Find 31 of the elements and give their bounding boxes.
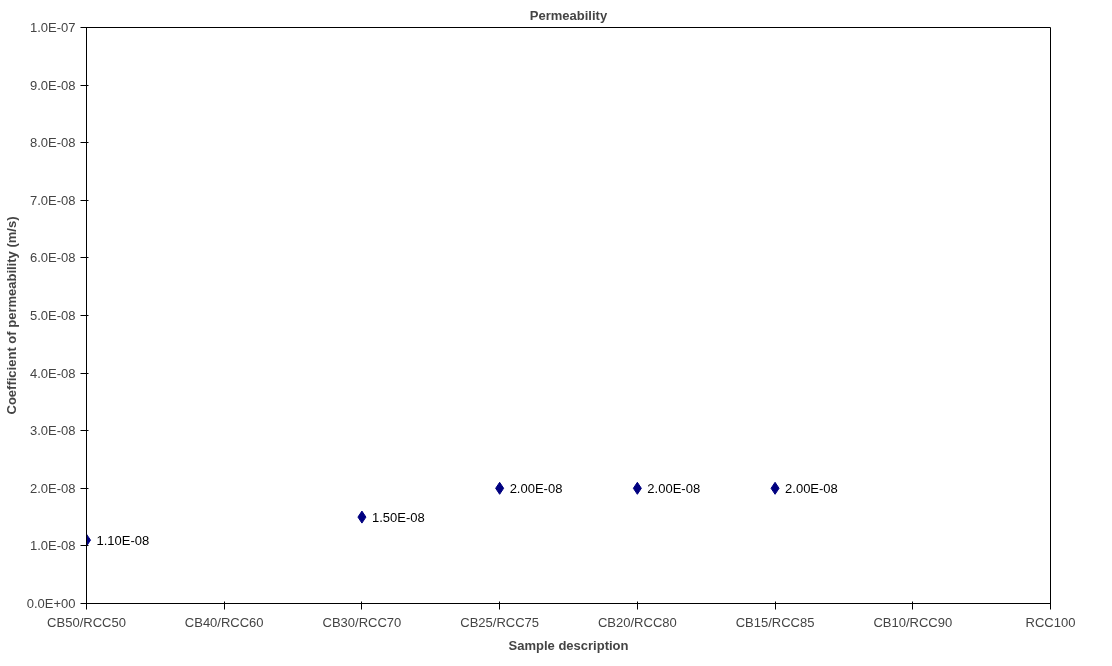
- point: [770, 481, 780, 495]
- y-tick-label: 0.0E+00: [26, 596, 76, 611]
- y-tick-label: 6.0E-08: [29, 250, 76, 266]
- chart-title: Permeability: [529, 7, 608, 23]
- point: [632, 481, 642, 495]
- y-tick-label: 8.0E-08: [29, 135, 76, 151]
- x-tick-label: CB20/RCC80: [597, 614, 677, 630]
- x-tick-label: CB10/RCC90: [873, 614, 953, 630]
- y-tick-label: 1.0E-08: [29, 538, 76, 554]
- x-tick-label: CB25/RCC75: [460, 614, 540, 630]
- data-label: 2.00E-08: [647, 480, 701, 496]
- y-tick-label: 9.0E-08: [29, 77, 76, 93]
- x-tick-label: CB30/RCC70: [322, 614, 402, 630]
- point: [495, 481, 505, 495]
- y-tick-label: 2.0E-08: [29, 480, 76, 496]
- data-label: 1.50E-08: [371, 509, 425, 525]
- point: [357, 510, 367, 524]
- x-tick-label: CB50/RCC50: [47, 614, 126, 630]
- data-label: 1.10E-08: [96, 532, 150, 548]
- x-axis-title: Sample description: [508, 637, 629, 653]
- data-label: 2.00E-08: [785, 480, 838, 496]
- y-tick-label: 7.0E-08: [29, 192, 76, 208]
- y-tick-label: 4.0E-08: [29, 365, 76, 381]
- y-tick-label: 5.0E-08: [29, 308, 76, 323]
- x-tick-label: CB15/RCC85: [735, 614, 815, 630]
- x-tick-label: RCC100: [1025, 614, 1076, 630]
- data-label: 2.00E-08: [509, 480, 563, 496]
- y-tick-label: 1.0E-07: [29, 20, 76, 35]
- x-tick-label: CB40/RCC60: [184, 614, 264, 630]
- y-tick-label: 3.0E-08: [29, 423, 76, 439]
- y-axis-title: Coefficient of permeability (m/s): [3, 216, 19, 415]
